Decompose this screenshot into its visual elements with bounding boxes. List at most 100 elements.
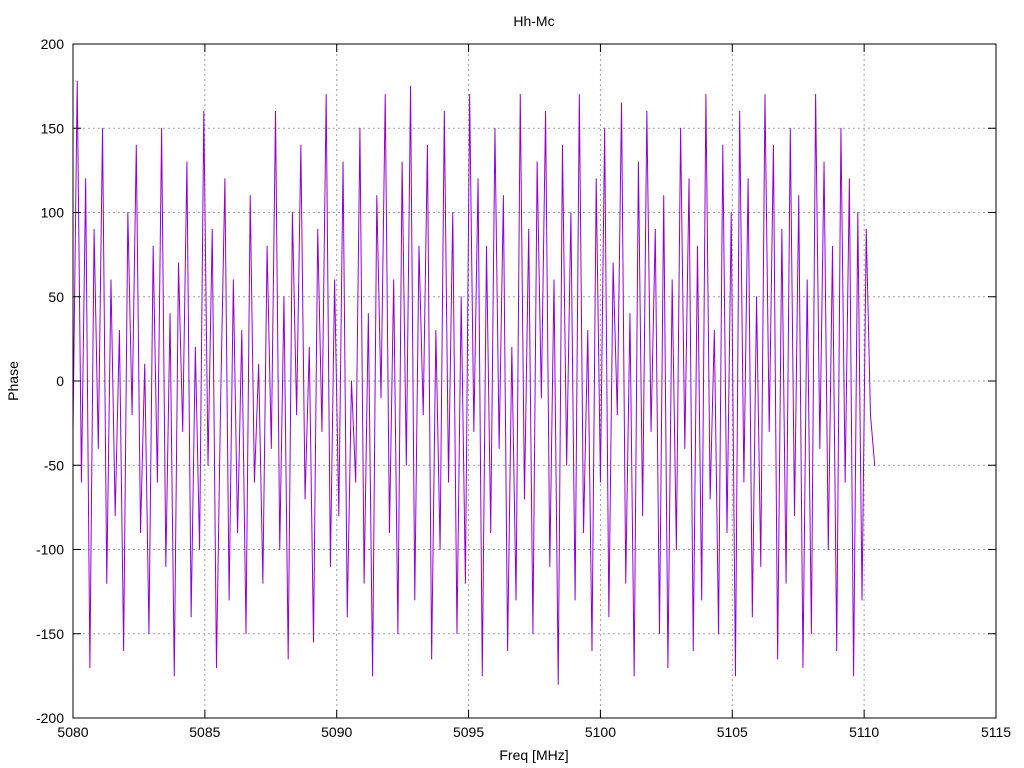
data-point [722, 144, 724, 146]
data-point [692, 650, 694, 652]
data-point [810, 633, 812, 635]
data-point [523, 498, 525, 500]
data-point [228, 599, 230, 601]
data-point [739, 110, 741, 112]
data-point [76, 80, 78, 82]
data-point [148, 633, 150, 635]
x-axis-label: Freq [MHz] [499, 747, 568, 763]
data-point [93, 228, 95, 230]
data-point [123, 650, 125, 652]
data-point [840, 127, 842, 129]
data-point [688, 178, 690, 180]
data-point [616, 414, 618, 416]
data-point [659, 633, 661, 635]
data-point [549, 565, 551, 567]
ticks: 5080 5085 5090 5095 5100 5105 5110 5115 -200 -150… [36, 36, 1011, 740]
data-point [756, 296, 758, 298]
data-point [612, 262, 614, 264]
y-tick-label: -150 [36, 626, 64, 642]
data-point [625, 582, 627, 584]
data-point [203, 110, 205, 112]
data-point [355, 481, 357, 483]
data-point [709, 498, 711, 500]
data-point [650, 431, 652, 433]
x-tick-label: 5080 [57, 724, 88, 740]
data-point [511, 346, 513, 348]
data-point [443, 110, 445, 112]
data-point [642, 515, 644, 517]
data-point [321, 431, 323, 433]
data-point [224, 178, 226, 180]
data-point [397, 633, 399, 635]
data-point [494, 127, 496, 129]
data-point [705, 94, 707, 96]
data-point [215, 666, 217, 668]
data-point [338, 515, 340, 517]
data-point [831, 245, 833, 247]
data-point [869, 414, 871, 416]
data-point [110, 279, 112, 281]
data-point [114, 515, 116, 517]
data-point [359, 127, 361, 129]
data-point [253, 481, 255, 483]
data-point [553, 279, 555, 281]
data-point [591, 650, 593, 652]
data-point [262, 582, 264, 584]
data-point [701, 599, 703, 601]
data-point [490, 532, 492, 534]
data-point [874, 464, 876, 466]
data-point [414, 599, 416, 601]
data-point [177, 262, 179, 264]
data-point [578, 94, 580, 96]
data-point [317, 228, 319, 230]
chart-title: Hh-Mc [513, 13, 554, 29]
data-point [211, 228, 213, 230]
y-tick-label: 200 [41, 36, 65, 52]
data-point [241, 329, 243, 331]
data-point [85, 178, 87, 180]
data-point [135, 144, 137, 146]
data-point [815, 94, 817, 96]
data-point [629, 313, 631, 315]
data-point [418, 245, 420, 247]
data-point [207, 464, 209, 466]
data-point [781, 228, 783, 230]
data-point [313, 641, 315, 643]
data-point [152, 245, 154, 247]
data-point [140, 532, 142, 534]
x-tick-label: 5105 [717, 724, 748, 740]
data-point [266, 245, 268, 247]
data-point [747, 178, 749, 180]
data-point [287, 658, 289, 660]
data-point [827, 549, 829, 550]
y-tick-label: -100 [36, 542, 64, 558]
data-point [346, 616, 348, 618]
data-point [169, 313, 171, 315]
data-point [220, 397, 222, 399]
data-point [574, 599, 576, 601]
data-point [751, 616, 753, 618]
data-point [798, 195, 800, 197]
y-tick-label: 50 [48, 289, 64, 305]
data-point [536, 161, 538, 163]
y-tick-label: -50 [44, 457, 64, 473]
data-point [384, 94, 386, 96]
data-point [561, 144, 563, 146]
data-point [376, 195, 378, 197]
data-point [857, 212, 859, 213]
data-point [464, 582, 466, 584]
data-point [460, 296, 462, 298]
data-point [393, 279, 395, 281]
data-point [304, 498, 306, 500]
data-point [308, 346, 310, 348]
y-tick-label: 0 [56, 373, 64, 389]
data-point [481, 675, 483, 677]
data-point [515, 599, 517, 601]
data-point [182, 431, 184, 433]
data-point [97, 447, 99, 449]
data-point [806, 279, 808, 281]
data-point [279, 549, 281, 550]
grid [73, 44, 996, 718]
y-tick-label: 150 [41, 120, 65, 136]
data-point [743, 481, 745, 483]
